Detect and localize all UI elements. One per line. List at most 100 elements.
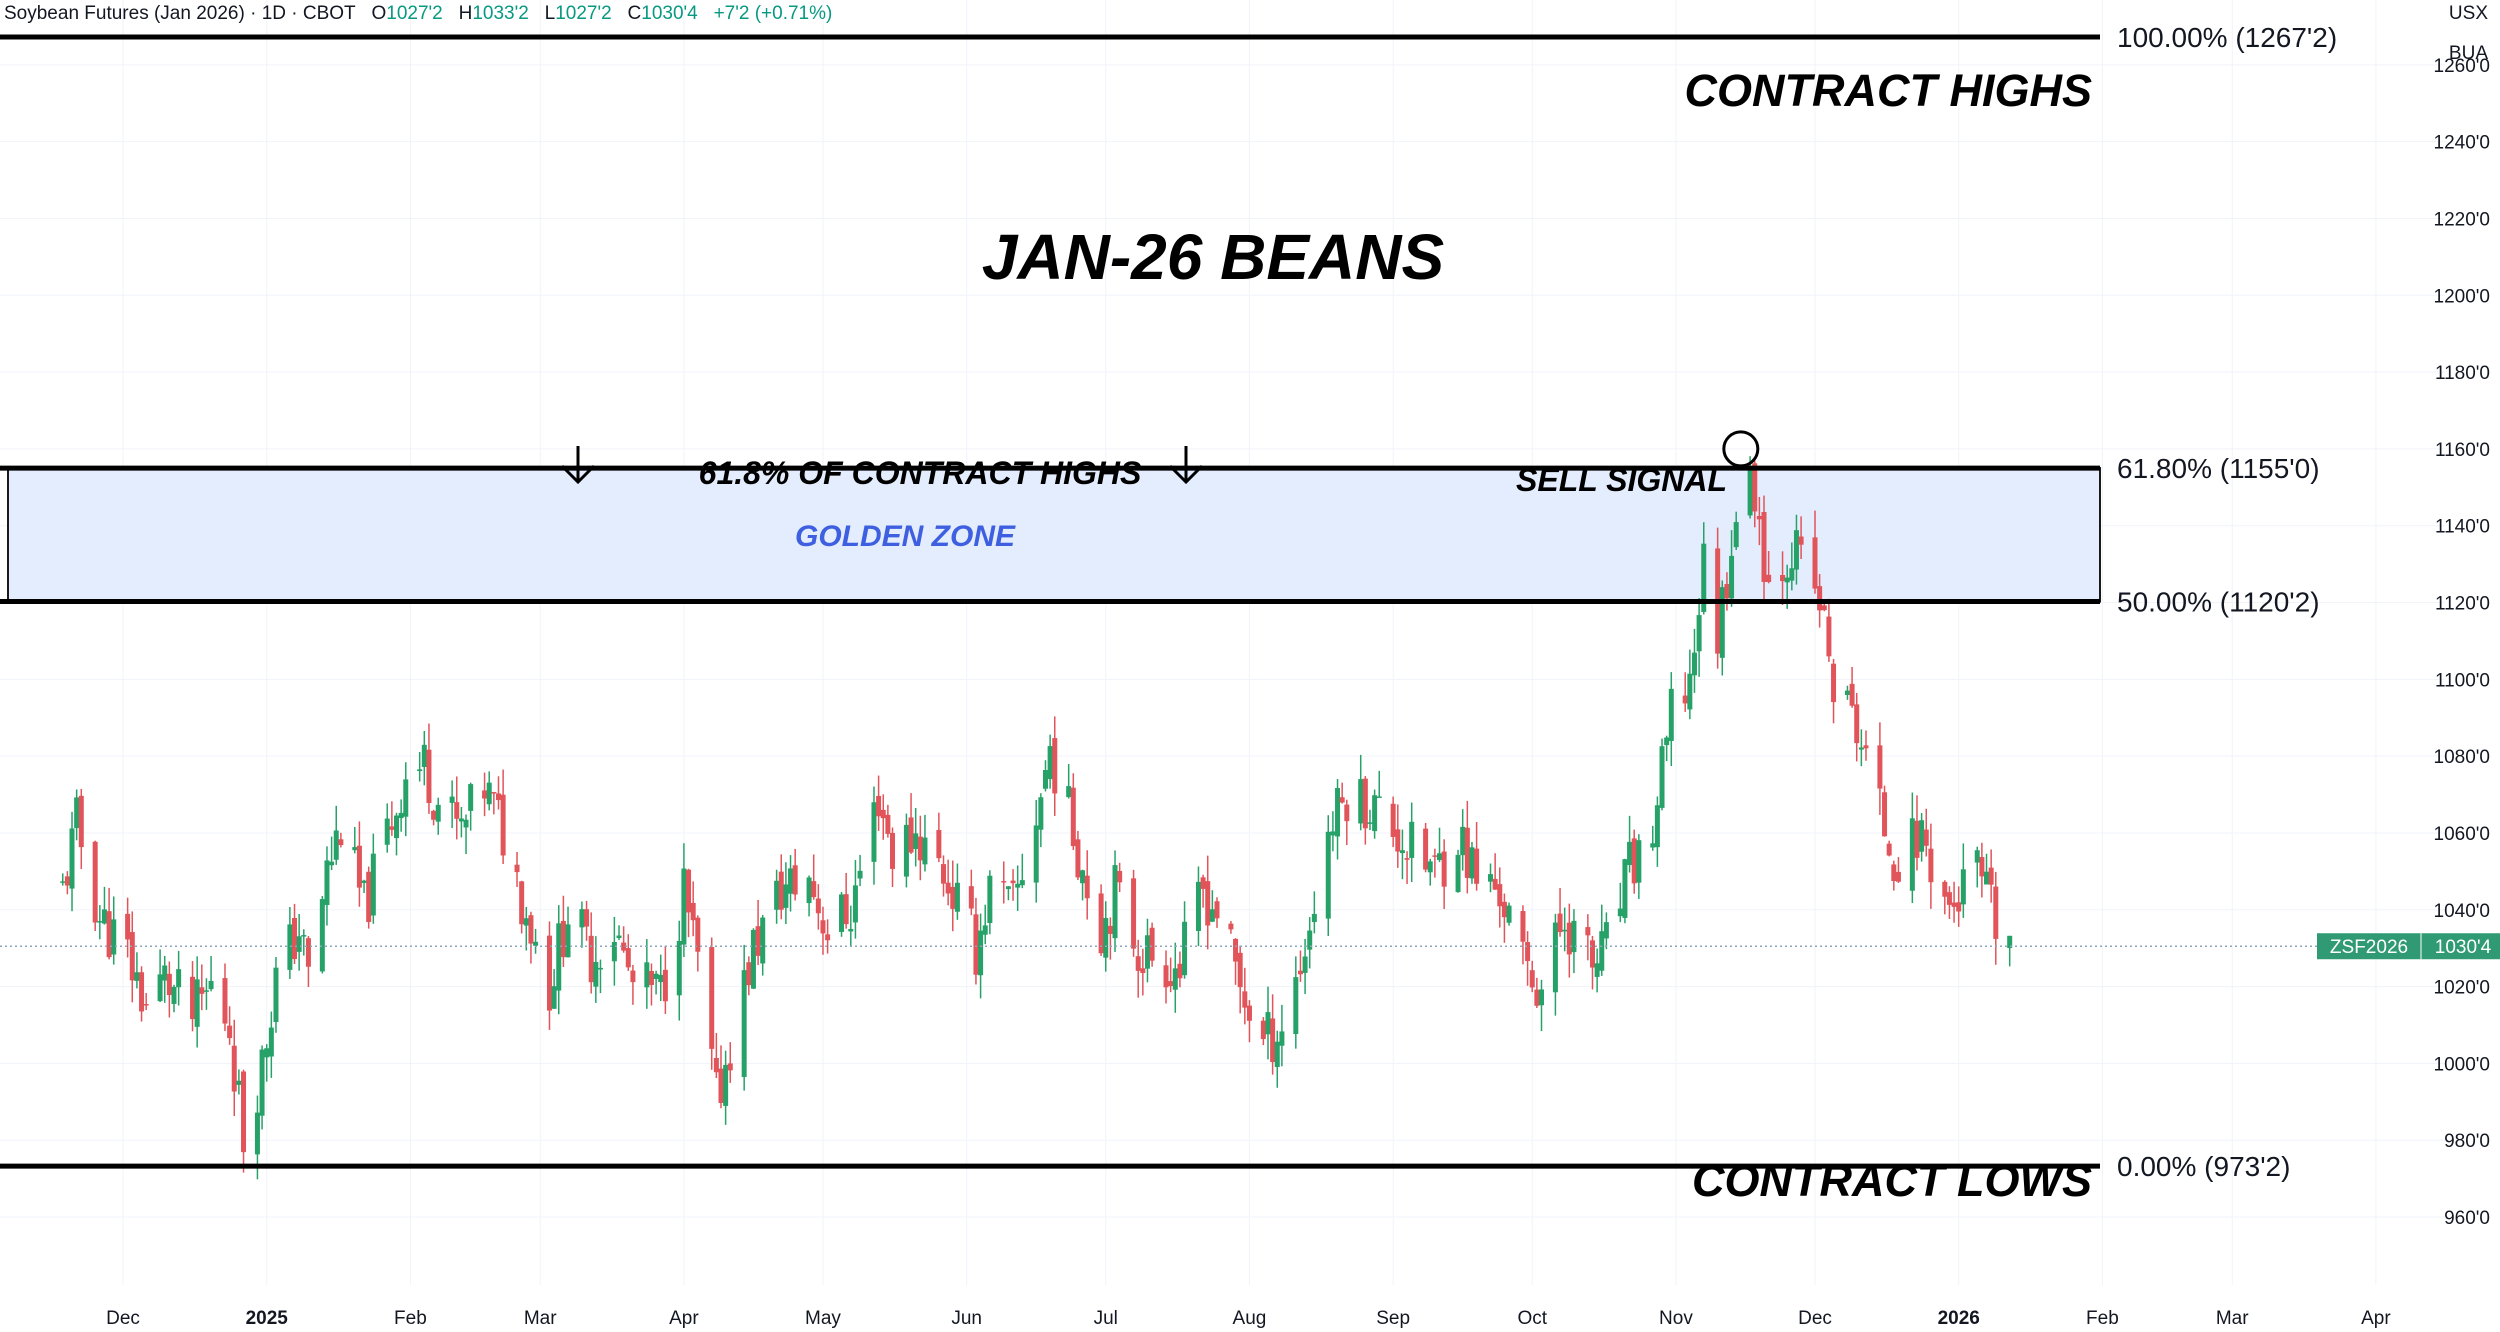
- close-label: C: [627, 3, 642, 24]
- candle-body: [1627, 841, 1633, 866]
- candle-body: [1260, 1020, 1266, 1040]
- candle-body: [1506, 905, 1512, 923]
- candle-body: [389, 826, 395, 830]
- candle-body: [1942, 881, 1948, 897]
- annotations: JAN-26 BEANS CONTRACT HIGHS CONTRACT LOWS 6…: [560, 65, 2092, 1206]
- candle-body: [1399, 850, 1405, 854]
- candle-body: [978, 930, 984, 976]
- candle-body: [597, 967, 603, 970]
- candle-body: [783, 884, 789, 908]
- candle-body: [1817, 586, 1823, 611]
- candle-body: [449, 796, 455, 803]
- candle-body: [584, 909, 590, 927]
- candle-body: [941, 864, 947, 884]
- candle-body: [222, 978, 228, 1024]
- fib-levels: 100.00% (1267'2) 61.80% (1155'0) 50.00% (1…: [0, 22, 2500, 1182]
- x-tick-label: Jun: [951, 1308, 982, 1329]
- currency-label[interactable]: USX: [2448, 3, 2488, 24]
- candle-body: [231, 1045, 237, 1092]
- candle-body: [1691, 652, 1697, 676]
- y-tick-label: 1260'0: [2434, 56, 2490, 77]
- candle-body: [1882, 792, 1888, 837]
- candle-body: [1311, 913, 1317, 923]
- symbol-header[interactable]: Soybean Futures (Jan 2026) · 1D · CBOT O…: [4, 3, 832, 25]
- candle-body: [718, 1068, 724, 1103]
- y-tick-label: 1160'0: [2435, 440, 2490, 461]
- candle-body: [723, 1064, 729, 1106]
- candle-body: [1863, 745, 1869, 749]
- change-value: +7'2 (+0.71%): [713, 3, 833, 24]
- candle-body: [1112, 865, 1118, 939]
- candle-body: [1603, 922, 1609, 939]
- candle-body: [287, 924, 293, 970]
- candle-body: [1497, 884, 1503, 907]
- price-axis[interactable]: 960'0 980'0 1000'0 1020'0 1040'0 1060'0 1080'0…: [2434, 56, 2490, 1229]
- candle-body: [125, 913, 131, 940]
- candle-body: [241, 1071, 247, 1153]
- candle-body: [1951, 902, 1957, 907]
- candle-body: [1566, 922, 1572, 955]
- y-tick-label: 1100'0: [2435, 670, 2490, 691]
- candle-body: [658, 974, 664, 983]
- candle-body: [727, 1063, 733, 1071]
- candle-body: [1659, 746, 1665, 808]
- candle-body: [356, 845, 362, 888]
- x-tick-label: 2026: [1938, 1308, 1980, 1329]
- candle-body: [426, 749, 432, 804]
- candle-body: [1344, 804, 1350, 822]
- x-tick-label: Sep: [1376, 1308, 1410, 1329]
- grid: [0, 0, 2445, 1285]
- close-value: 1030'4: [641, 3, 698, 24]
- x-tick-label: Mar: [2216, 1308, 2249, 1329]
- price-tag-box: [2317, 933, 2500, 960]
- y-tick-label: 960'0: [2444, 1208, 2490, 1229]
- candle-body: [913, 833, 919, 849]
- candle-body: [1080, 870, 1086, 884]
- y-tick-label: 1060'0: [2434, 824, 2490, 845]
- candle-body: [338, 839, 344, 846]
- candle-body: [1409, 821, 1415, 858]
- candle-body: [1557, 913, 1563, 933]
- x-tick-label: Feb: [394, 1308, 427, 1329]
- candle-body: [1687, 673, 1693, 710]
- candle-body: [1070, 787, 1076, 847]
- candle-body: [1923, 829, 1929, 846]
- golden-zone: GOLDEN ZONE: [7, 467, 2101, 603]
- sell-signal-label: SELL SIGNAL: [1516, 462, 1727, 498]
- candle-body: [1552, 922, 1558, 993]
- candle-body: [1437, 853, 1443, 861]
- candle-body: [876, 795, 882, 817]
- candle-body: [1117, 871, 1123, 883]
- open-label: O: [371, 3, 387, 24]
- candle-body: [1047, 746, 1053, 780]
- candle-body: [463, 819, 469, 828]
- candle-body: [1636, 840, 1642, 883]
- candle-body: [1844, 690, 1850, 695]
- candle-body: [1946, 892, 1952, 905]
- x-tick-label: Feb: [2086, 1308, 2119, 1329]
- contract-highs-label: CONTRACT HIGHS: [1685, 65, 2092, 116]
- candle-body: [329, 861, 335, 866]
- candle-body: [579, 909, 585, 928]
- candle-body: [106, 911, 112, 958]
- candle-body: [1909, 818, 1915, 891]
- candle-body: [1131, 878, 1137, 949]
- candle-body: [1279, 1031, 1285, 1046]
- candle-body: [1993, 886, 1999, 939]
- high-value: 1033'2: [472, 3, 529, 24]
- candle-body: [1877, 745, 1883, 789]
- candle-body: [1849, 683, 1855, 706]
- candle-body: [815, 898, 821, 914]
- y-tick-label: 1240'0: [2434, 133, 2490, 154]
- time-axis[interactable]: Dec 2025 Feb Mar Apr May Jun Jul Aug Sep Oct Nov Dec…: [106, 1308, 2391, 1329]
- candle-body: [1038, 797, 1044, 830]
- candle-body: [1538, 989, 1544, 1006]
- symbol-name[interactable]: Soybean Futures (Jan 2026) · 1D · CBOT: [4, 3, 356, 24]
- unit-label[interactable]: BUA: [2448, 43, 2488, 64]
- candle-body: [653, 973, 659, 979]
- candle-body: [1214, 901, 1220, 919]
- candle-body: [839, 894, 845, 932]
- candle-body: [1144, 935, 1150, 969]
- candle-body: [1974, 850, 1980, 863]
- candle-body: [1084, 875, 1090, 899]
